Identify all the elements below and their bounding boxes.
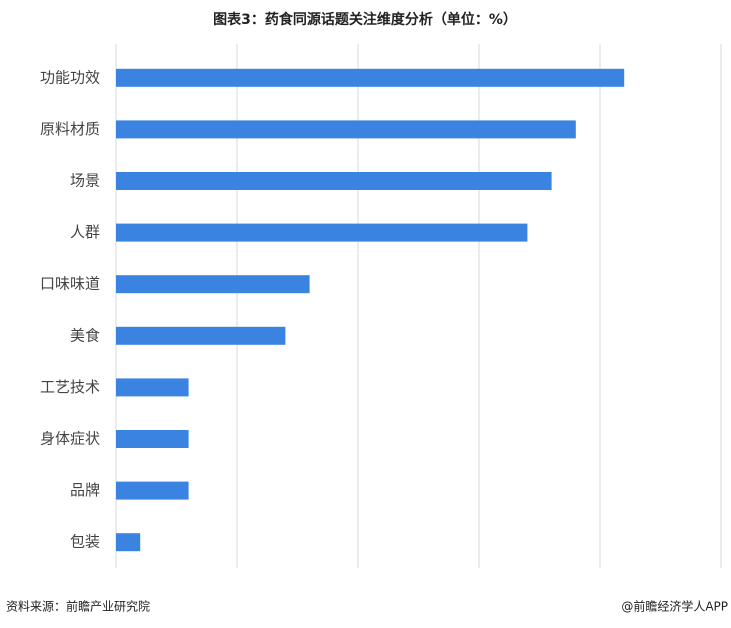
- bar: [116, 275, 310, 294]
- bar: [116, 481, 189, 500]
- bar: [116, 223, 528, 242]
- y-tick-label: 品牌: [70, 481, 100, 499]
- bar: [116, 172, 552, 190]
- bar: [116, 378, 189, 397]
- bar: [116, 430, 189, 448]
- y-tick-label: 原料材质: [40, 120, 100, 138]
- y-tick-label: 场景: [70, 172, 100, 190]
- chart-title: 图表3：药食同源话题关注维度分析（单位：%）: [213, 11, 517, 28]
- bar: [116, 533, 141, 552]
- y-tick-label: 美食: [70, 326, 100, 344]
- credit-note: @前瞻经济学人APP: [621, 599, 728, 614]
- bar: [116, 120, 576, 139]
- y-tick-label: 功能功效: [40, 68, 100, 86]
- bar: [116, 326, 286, 345]
- y-tick-label: 口味味道: [40, 275, 100, 293]
- y-tick-label: 包装: [70, 533, 100, 551]
- y-tick-label: 身体症状: [40, 430, 100, 448]
- y-tick-label: 工艺技术: [40, 378, 100, 396]
- bar: [116, 68, 625, 87]
- y-tick-label: 人群: [70, 223, 100, 241]
- source-note: 资料来源：前瞻产业研究院: [6, 599, 150, 614]
